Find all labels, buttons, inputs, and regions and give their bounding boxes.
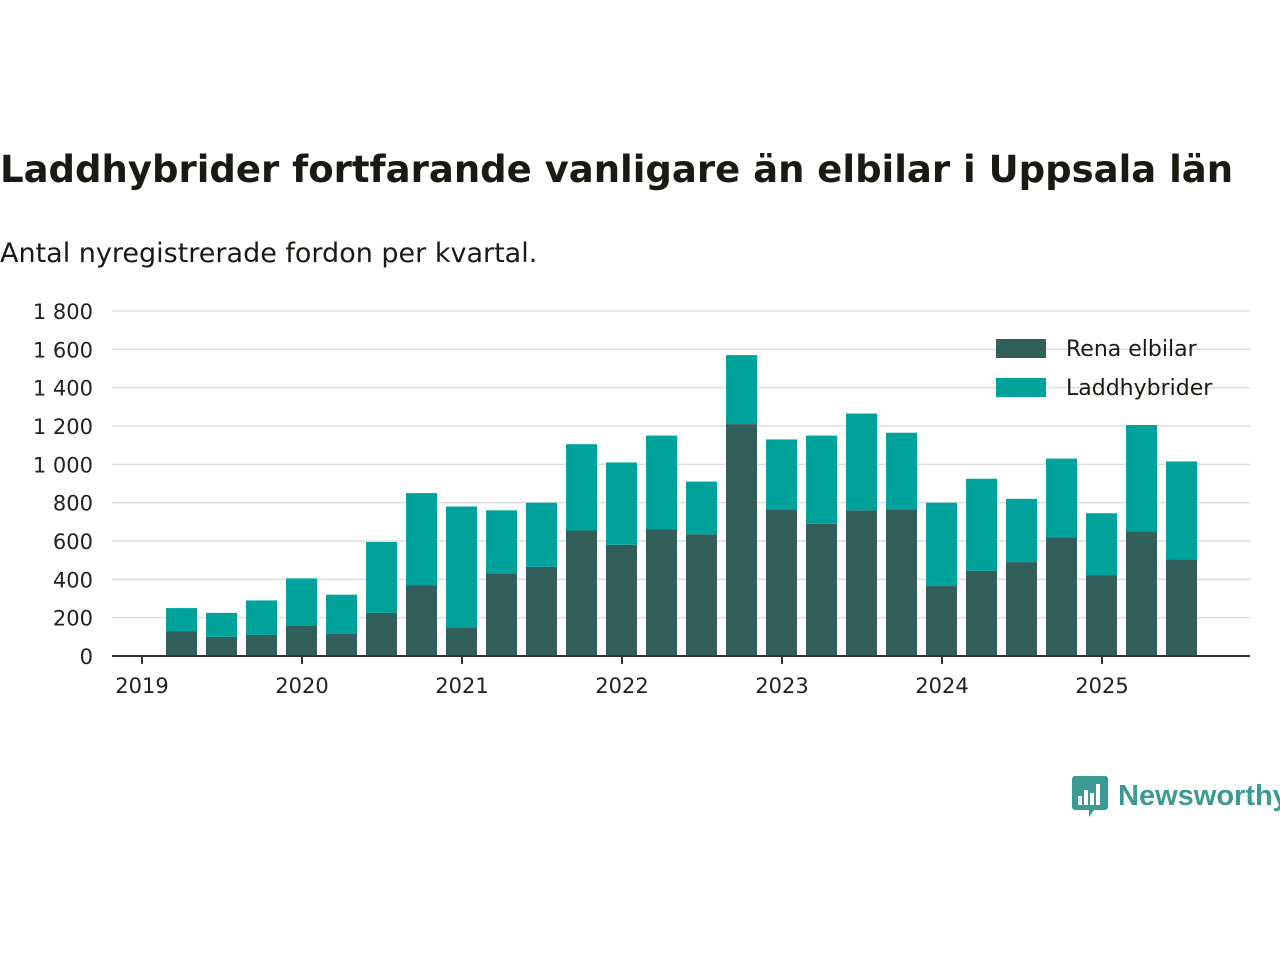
bar-laddhybrider: [886, 432, 917, 510]
bar-laddhybrider: [966, 478, 997, 571]
bar-rena-elbilar: [1086, 575, 1117, 656]
bar-rena-elbilar: [766, 509, 797, 656]
x-tick-label: 2020: [275, 674, 328, 698]
y-tick-label: 800: [53, 492, 93, 516]
bar-laddhybrider: [246, 600, 277, 635]
bar-laddhybrider: [526, 502, 557, 567]
chart-title: Laddhybrider fortfarande vanligare än el…: [0, 148, 1234, 191]
y-tick-label: 1 800: [33, 300, 93, 324]
bar-rena-elbilar: [806, 523, 837, 656]
bar-laddhybrider: [926, 502, 957, 587]
bar-rena-elbilar: [686, 534, 717, 656]
bar-rena-elbilar: [526, 566, 557, 656]
bar-rena-elbilar: [1006, 562, 1037, 656]
y-tick-label: 600: [53, 530, 93, 554]
chart-subtitle: Antal nyregistrerade fordon per kvartal.: [0, 238, 538, 269]
bar-laddhybrider: [206, 612, 237, 637]
x-axis: 2019 2020 2021 2022 2023 2024 2025: [112, 655, 1250, 698]
bar-laddhybrider: [1126, 425, 1157, 532]
x-tick-label: 2023: [755, 674, 808, 698]
bar-rena-elbilar: [486, 573, 517, 656]
y-tick-label: 1 400: [33, 377, 93, 401]
bar-rena-elbilar: [446, 627, 477, 656]
bar-laddhybrider: [486, 510, 517, 574]
bar-laddhybrider: [166, 608, 197, 632]
bar-rena-elbilar: [1126, 531, 1157, 656]
bar-laddhybrider: [686, 481, 717, 535]
bar-rena-elbilar: [206, 636, 237, 656]
bar-chart-icon: [1072, 776, 1108, 817]
legend-swatch: [996, 378, 1046, 397]
bar-rena-elbilar: [726, 424, 757, 656]
bar-laddhybrider: [366, 541, 397, 613]
y-tick-label: 400: [53, 568, 93, 592]
y-axis-ticks: 0 200 400 600 800 1 000 1 200 1 400 1 600 1 800: [33, 300, 93, 669]
bar-laddhybrider: [1166, 461, 1197, 560]
bar-laddhybrider: [326, 594, 357, 634]
bar-laddhybrider: [1086, 513, 1117, 576]
bar-rena-elbilar: [966, 570, 997, 656]
y-tick-label: 1 600: [33, 338, 93, 362]
bar-laddhybrider: [1046, 458, 1077, 538]
bars: [166, 355, 1197, 656]
bar-laddhybrider: [446, 506, 477, 628]
bar-rena-elbilar: [566, 530, 597, 656]
x-tick-label: 2024: [915, 674, 968, 698]
x-tick-label: 2022: [595, 674, 648, 698]
bar-rena-elbilar: [406, 585, 437, 656]
bar-laddhybrider: [846, 413, 877, 511]
stacked-bar-chart: 0 200 400 600 800 1 000 1 200 1 400 1 600 1 800 2…: [33, 300, 1250, 698]
bar-laddhybrider: [1006, 498, 1037, 563]
brand-name: Newsworthy: [1118, 779, 1280, 812]
bar-rena-elbilar: [366, 612, 397, 656]
bar-rena-elbilar: [926, 586, 957, 656]
bar-laddhybrider: [726, 355, 757, 425]
bar-laddhybrider: [806, 435, 837, 524]
bar-rena-elbilar: [166, 631, 197, 656]
bar-rena-elbilar: [606, 544, 637, 656]
y-tick-label: 1 200: [33, 415, 93, 439]
bar-rena-elbilar: [1166, 559, 1197, 656]
bar-rena-elbilar: [286, 625, 317, 656]
x-tick-label: 2025: [1075, 674, 1128, 698]
bar-rena-elbilar: [846, 510, 877, 656]
bar-laddhybrider: [646, 435, 677, 530]
x-tick-label: 2019: [115, 674, 168, 698]
bar-rena-elbilar: [326, 633, 357, 656]
y-tick-label: 0: [80, 645, 93, 669]
bar-laddhybrider: [406, 493, 437, 586]
bar-rena-elbilar: [1046, 537, 1077, 656]
bar-rena-elbilar: [246, 634, 277, 656]
legend-swatch: [996, 339, 1046, 358]
bar-rena-elbilar: [886, 509, 917, 656]
y-tick-label: 1 000: [33, 453, 93, 477]
legend-label: Rena elbilar: [1066, 337, 1198, 362]
bar-laddhybrider: [566, 444, 597, 531]
x-tick-label: 2021: [435, 674, 488, 698]
newsworthy-logo: Newsworthy: [1072, 774, 1280, 818]
y-tick-label: 200: [53, 607, 93, 631]
bar-laddhybrider: [766, 439, 797, 510]
bar-laddhybrider: [286, 578, 317, 626]
bar-laddhybrider: [606, 462, 637, 545]
legend-label: Laddhybrider: [1066, 376, 1213, 401]
bar-rena-elbilar: [646, 529, 677, 656]
legend: Rena elbilar Laddhybrider: [996, 337, 1213, 401]
